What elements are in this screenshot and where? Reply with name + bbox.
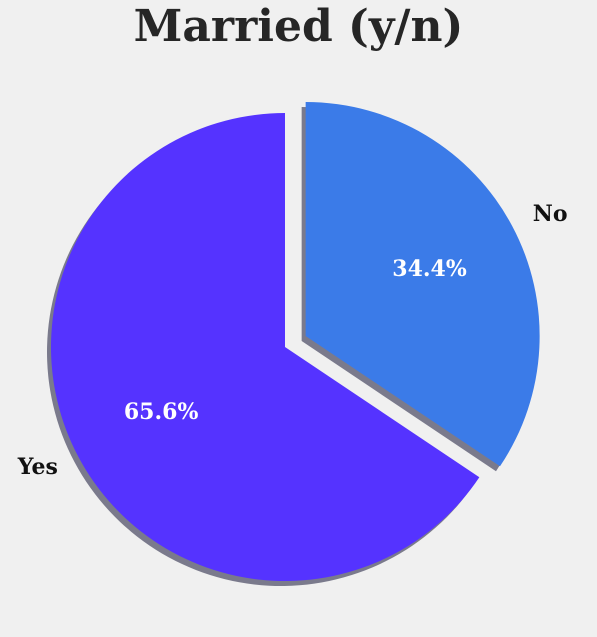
pie-category-label-no: No <box>533 201 568 227</box>
pie-slice-no <box>305 101 540 467</box>
pie-category-label-yes: Yes <box>17 454 58 480</box>
pie-slice-yes <box>50 113 480 581</box>
pie-slice-layer <box>50 101 540 581</box>
pie-value-label-no: 34.4% <box>392 256 467 282</box>
pie-label-layer: 34.4% No 65.6% Yes <box>17 201 568 480</box>
pie-value-label-yes: 65.6% <box>124 399 199 425</box>
chart-title: Married (y/n) <box>133 1 464 52</box>
